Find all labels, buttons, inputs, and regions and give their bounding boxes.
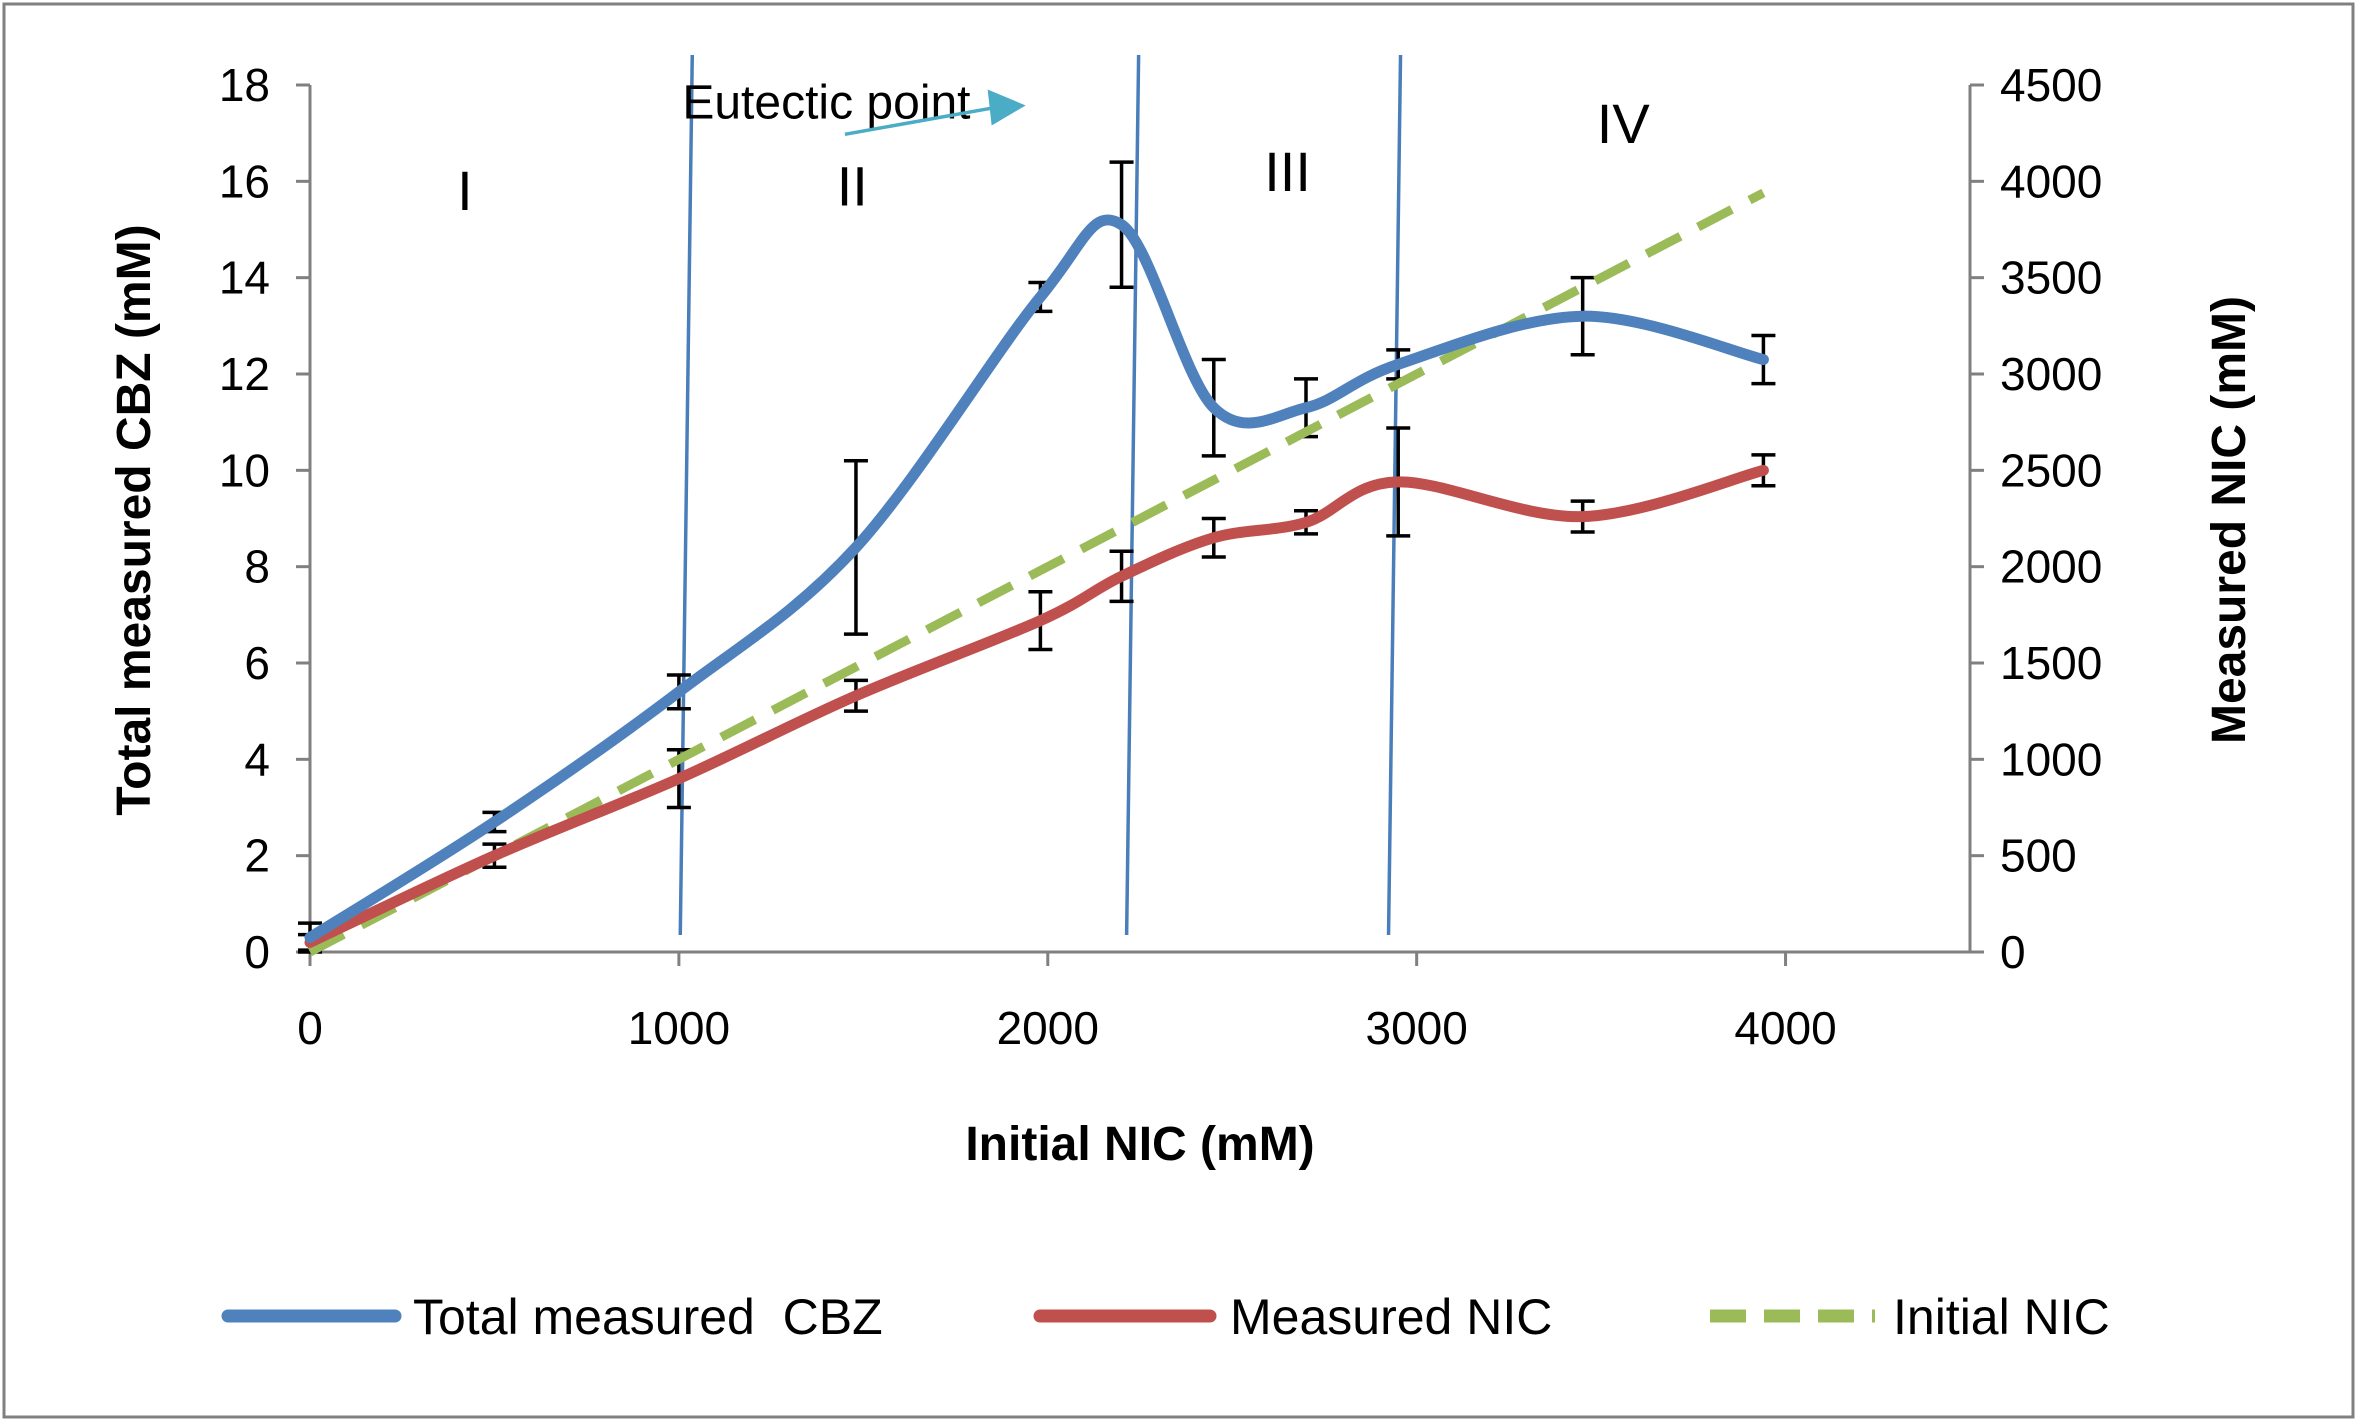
y-tick-label: 4: [244, 733, 270, 785]
region-label: IV: [1597, 92, 1651, 155]
legend-label-measured-nic: Measured NIC: [1230, 1289, 1552, 1345]
y-axis-title: Total measured CBZ (mM): [108, 224, 161, 815]
y-tick-label: 6: [244, 637, 270, 689]
legend-label-total-cbz: Total measured CBZ: [413, 1289, 883, 1345]
y2-axis-title: Measured NIC (mM): [2203, 296, 2256, 744]
y2-tick-label: 4500: [2000, 59, 2102, 111]
region-boundary-line: [1124, 54, 1141, 936]
x-tick-label: 3000: [1365, 1002, 1467, 1054]
y-tick-label: 2: [244, 830, 270, 882]
y2-tick-label: 4000: [2000, 155, 2102, 207]
series-line-0: [304, 214, 1769, 944]
region-boundary-line: [678, 54, 695, 936]
eutectic-arrow-shaft: [844, 105, 996, 137]
y2-tick-label: 1500: [2000, 637, 2102, 689]
series-line-1: [304, 464, 1769, 948]
series-lines: [304, 188, 1769, 956]
region-label: III: [1264, 140, 1311, 203]
y-tick-label: 0: [244, 926, 270, 978]
tick-labels: 0 1000 2000 3000 4000 0 2 4 6 8 10 12 14 16 18 0 500 1000…: [219, 59, 2103, 1054]
region-label: II: [837, 154, 868, 217]
annotations: Eutectic point: [682, 77, 1026, 137]
axes: [296, 83, 1984, 966]
region-boundaries: [678, 54, 1403, 936]
y-tick-label: 8: [244, 541, 270, 593]
region-label: I: [457, 159, 473, 222]
x-tick-label: 4000: [1734, 1002, 1836, 1054]
y-tick-label: 12: [219, 348, 270, 400]
x-tick-label: 2000: [997, 1002, 1099, 1054]
y2-tick-label: 3000: [2000, 348, 2102, 400]
y-tick-label: 18: [219, 59, 270, 111]
x-tick-label: 0: [297, 1002, 323, 1054]
series-line-2: [307, 188, 1766, 956]
eutectic-arrow-head: [987, 89, 1026, 126]
y2-tick-label: 3500: [2000, 252, 2102, 304]
legend: Total measured CBZ Measured NIC Initial …: [221, 1289, 2110, 1345]
x-axis-title: Initial NIC (mM): [965, 1118, 1314, 1171]
eutectic-point-label: Eutectic point: [682, 77, 970, 130]
y2-tick-label: 1000: [2000, 733, 2102, 785]
y-tick-label: 10: [219, 444, 270, 496]
y2-tick-label: 2500: [2000, 444, 2102, 496]
y2-tick-label: 2000: [2000, 541, 2102, 593]
region-boundary-line: [1386, 54, 1403, 936]
legend-label-initial-nic: Initial NIC: [1893, 1289, 2110, 1345]
y2-tick-label: 500: [2000, 830, 2077, 882]
x-tick-label: 1000: [628, 1002, 730, 1054]
y-tick-label: 14: [219, 252, 270, 304]
y-tick-label: 16: [219, 155, 270, 207]
y2-tick-label: 0: [2000, 926, 2026, 978]
